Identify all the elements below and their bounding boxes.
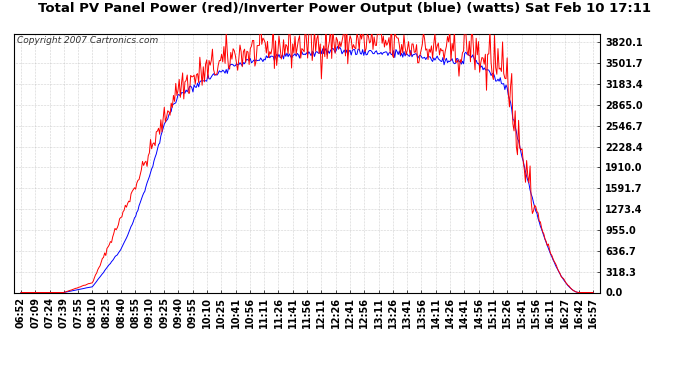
Text: Copyright 2007 Cartronics.com: Copyright 2007 Cartronics.com xyxy=(17,36,158,45)
Text: Total PV Panel Power (red)/Inverter Power Output (blue) (watts) Sat Feb 10 17:11: Total PV Panel Power (red)/Inverter Powe… xyxy=(39,2,651,15)
